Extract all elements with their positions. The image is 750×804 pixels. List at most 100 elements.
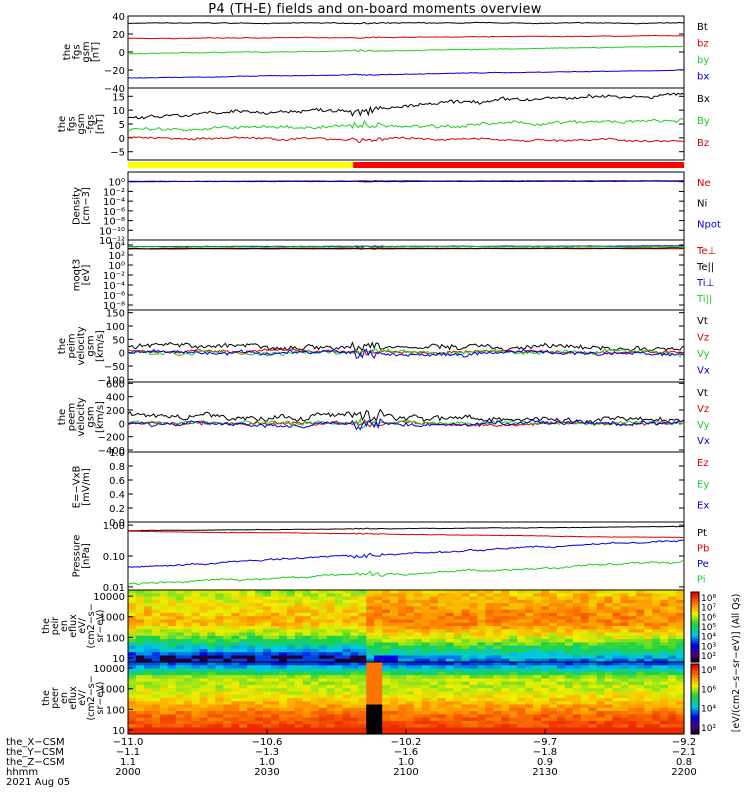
spec-cell	[231, 609, 240, 614]
spec-cell	[501, 616, 510, 621]
spec-cell	[310, 593, 320, 598]
spec-cell	[390, 609, 399, 614]
spec-cell	[406, 616, 415, 621]
spec-cell	[342, 590, 351, 594]
spec-cell	[334, 711, 343, 715]
spec-cell	[580, 619, 590, 624]
spec-cell	[660, 619, 669, 624]
spec-cell	[628, 593, 637, 598]
spec-cell	[485, 652, 494, 657]
spec-cell	[676, 707, 685, 712]
spec-cell	[604, 622, 614, 627]
spec-cell	[199, 616, 208, 621]
spec-cell	[644, 642, 653, 647]
spec-cell	[652, 603, 661, 607]
spec-cell	[239, 671, 248, 676]
spec-cell	[461, 691, 471, 696]
spec-cell	[263, 606, 272, 611]
spec-cell	[421, 698, 431, 702]
spec-cell	[286, 727, 296, 732]
spec-cell	[223, 599, 232, 604]
spec-cell	[390, 635, 399, 640]
spec-cell	[135, 720, 145, 725]
spec-cell	[398, 707, 407, 712]
spec-cell	[167, 688, 177, 693]
spec-cell	[278, 684, 288, 689]
spec-cell	[636, 655, 645, 660]
spec-cell	[390, 714, 399, 719]
spec-cell	[263, 698, 272, 702]
spec-cell	[358, 714, 367, 719]
spec-cell	[429, 678, 439, 683]
spec-cell	[334, 635, 343, 640]
spec-cell	[636, 681, 645, 686]
spec-cell	[271, 599, 280, 604]
spec-cell	[596, 730, 606, 735]
y-axis-label: velocity	[76, 326, 87, 365]
spec-cell	[286, 658, 296, 663]
spec-cell	[549, 635, 558, 640]
spec-cell	[485, 648, 494, 653]
panel-frame	[127, 451, 685, 523]
spec-cell	[191, 603, 200, 607]
spec-cell	[128, 662, 137, 666]
spec-cell	[255, 727, 264, 732]
spec-cell	[128, 603, 137, 607]
spec-cell	[485, 596, 494, 601]
spec-cell	[135, 652, 145, 657]
colorbar-tick: 10⁶	[701, 613, 716, 623]
spec-cell	[501, 727, 510, 732]
spec-cell	[556, 655, 566, 660]
spec-cell	[501, 612, 510, 617]
spec-cell	[310, 596, 320, 601]
spec-cell	[167, 593, 177, 598]
colorbar-cell	[691, 653, 699, 656]
spec-cell	[636, 590, 645, 594]
spec-cell	[207, 619, 216, 624]
legend-entry: Vt	[697, 316, 708, 327]
spec-cell	[167, 714, 177, 719]
spec-cell	[413, 596, 423, 601]
spec-cell	[191, 665, 200, 670]
spec-cell	[461, 681, 471, 686]
spec-cell	[318, 668, 328, 673]
spec-cell	[572, 724, 582, 729]
spec-cell	[239, 707, 248, 712]
spec-cell	[318, 691, 328, 696]
spec-cell	[612, 717, 621, 722]
spec-cell	[525, 730, 534, 735]
spec-cell	[374, 606, 383, 611]
legend-entry: bx	[697, 72, 709, 83]
spec-cell	[374, 681, 383, 686]
spec-cell	[620, 593, 629, 598]
spec-cell	[247, 645, 256, 650]
spec-cell	[660, 665, 669, 670]
spec-cell	[429, 665, 439, 670]
spec-cell	[445, 603, 455, 607]
spec-cell	[175, 678, 185, 683]
spec-cell	[525, 671, 534, 676]
spec-cell	[239, 655, 248, 660]
spec-cell	[215, 671, 224, 676]
spec-cell	[175, 596, 185, 601]
spec-cell	[310, 675, 320, 679]
spec-cell	[263, 691, 272, 696]
spec-cell	[135, 658, 145, 663]
spec-cell	[366, 593, 375, 598]
spec-cell	[318, 596, 328, 601]
y-tick-label: 0.0	[109, 518, 125, 529]
spec-cell	[501, 668, 510, 673]
spec-cell	[310, 668, 320, 673]
spec-cell	[382, 658, 391, 663]
spec-cell	[199, 599, 208, 604]
spec-cell	[517, 701, 526, 706]
spec-cell	[390, 688, 399, 693]
spec-cell	[175, 714, 185, 719]
spec-cell	[318, 727, 328, 732]
spec-cell	[286, 616, 296, 621]
spec-cell	[223, 688, 232, 693]
spec-cell	[676, 714, 685, 719]
spec-cell	[191, 632, 200, 637]
spec-cell	[398, 590, 407, 594]
spec-cell	[628, 632, 637, 637]
